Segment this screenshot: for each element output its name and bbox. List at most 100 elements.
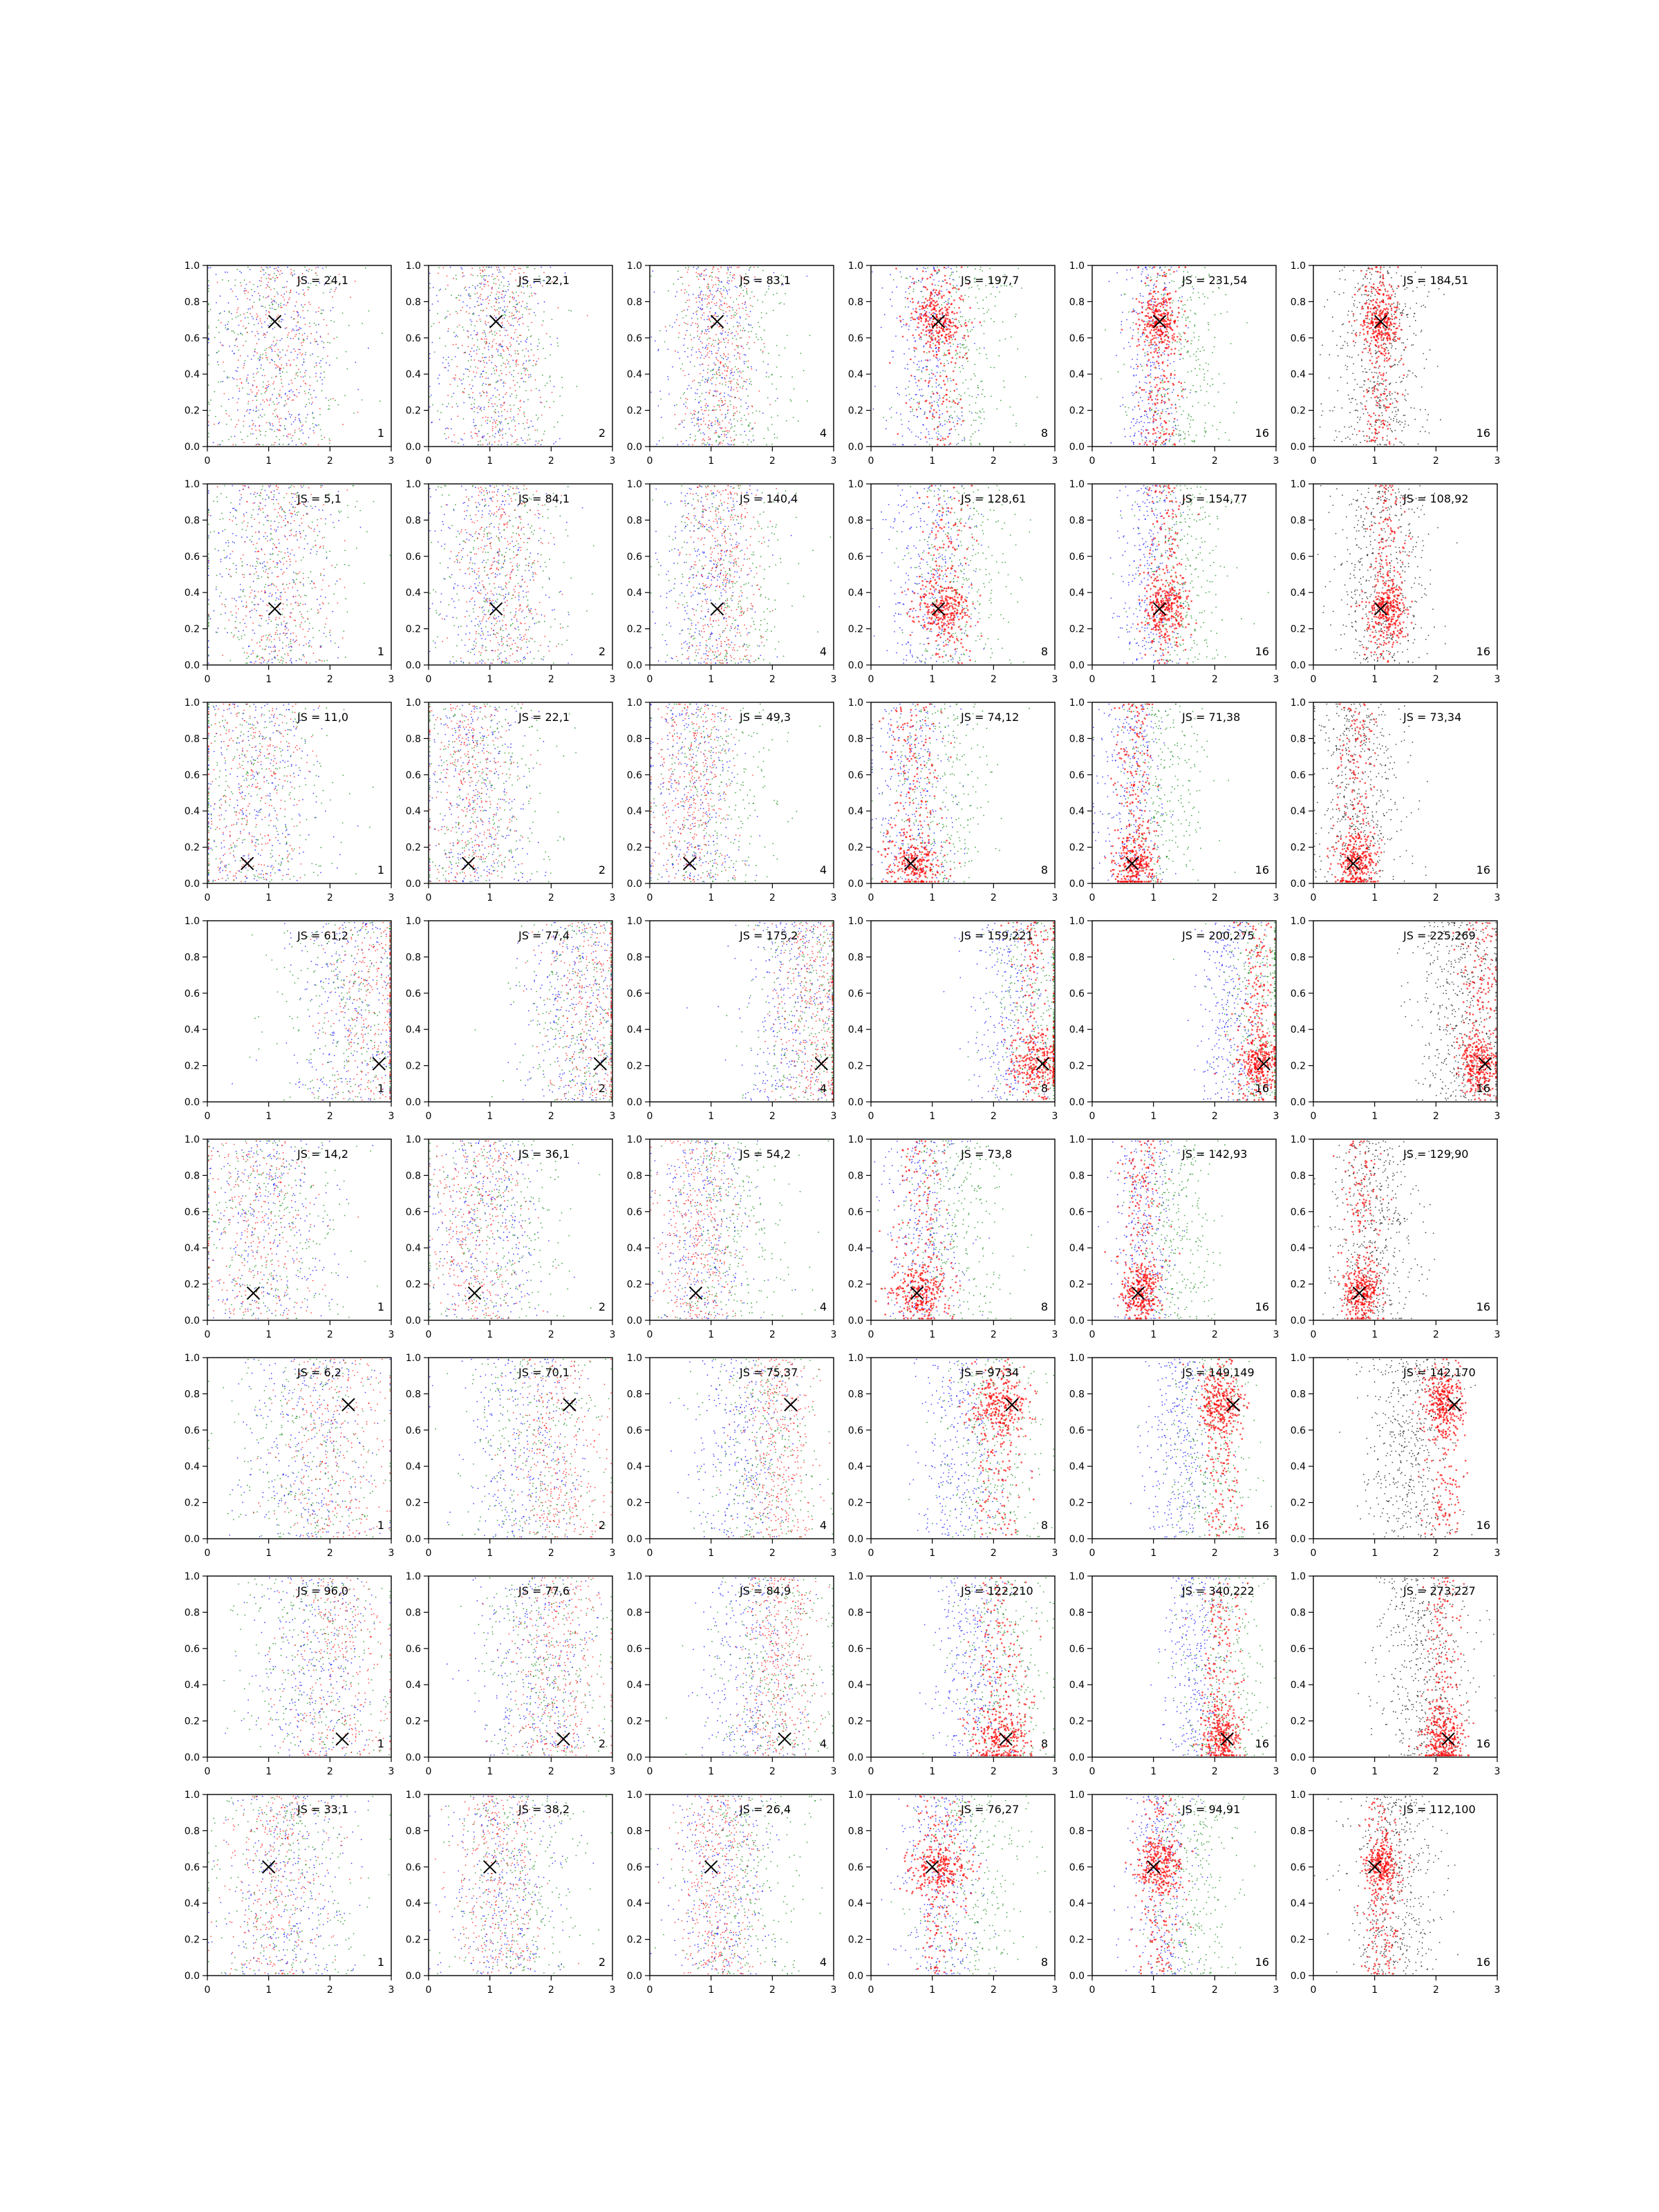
y-tick-label: 1.0	[1069, 479, 1085, 490]
x-tick-label: 3	[831, 1766, 837, 1777]
scatter-points	[1314, 485, 1458, 664]
x-tick-label: 3	[1052, 1329, 1058, 1340]
y-tick-label: 0.4	[406, 1461, 421, 1472]
y-tick-label: 1.0	[406, 261, 421, 272]
axes-frame	[650, 702, 834, 883]
target-marker	[336, 1733, 348, 1745]
y-tick-label: 1.0	[185, 261, 200, 272]
y-tick-label: 1.0	[185, 1571, 200, 1582]
scatter-points	[881, 1795, 1051, 1974]
y-tick-label: 0.8	[1069, 733, 1085, 744]
y-tick-label: 0.2	[406, 624, 421, 635]
y-tick-label: 0.8	[627, 1170, 642, 1181]
y-tick-label: 1.0	[1291, 916, 1306, 927]
x-tick-label: 0	[205, 674, 211, 685]
subplot-r8-c2: 0 1 2 30.00.20.40.60.81.0JS = 38,22	[406, 1790, 616, 1996]
y-tick-label: 0.6	[1069, 552, 1085, 563]
y-tick-label: 0.2	[848, 843, 863, 854]
y-tick-label: 0.6	[1069, 1862, 1085, 1873]
corner-label: 4	[820, 427, 827, 440]
y-tick-label: 0.0	[848, 660, 863, 671]
x-tick-label: 2	[1212, 1985, 1218, 1996]
x-tick-label: 1	[265, 1548, 272, 1559]
y-tick-label: 1.0	[848, 1134, 863, 1145]
y-tick-label: 0.6	[406, 1862, 421, 1873]
axes-frame	[1092, 1794, 1276, 1976]
x-tick-label: 0	[868, 674, 874, 685]
y-tick-label: 0.6	[848, 1207, 863, 1218]
x-tick-label: 2	[1212, 1766, 1218, 1777]
scatter-points	[208, 485, 391, 664]
js-annotation: JS = 61,2	[297, 929, 348, 942]
scatter-points	[1098, 1140, 1226, 1319]
y-tick-label: 0.4	[185, 1898, 200, 1909]
subplot-r1-c2: 0 1 2 30.00.20.40.60.81.0JS = 22,12	[406, 261, 616, 467]
x-tick-label: 0	[868, 1548, 874, 1559]
axes-frame	[1313, 1139, 1497, 1320]
x-tick-label: 3	[831, 674, 837, 685]
x-tick-label: 1	[708, 1329, 714, 1340]
x-tick-label: 2	[327, 456, 333, 467]
x-tick-label: 3	[610, 456, 616, 467]
y-tick-label: 0.2	[185, 843, 200, 854]
subplot-r7-c3: 0 1 2 30.00.20.40.60.81.0JS = 84,94	[627, 1571, 837, 1777]
y-tick-label: 0.4	[406, 1680, 421, 1691]
x-tick-label: 0	[868, 1329, 874, 1340]
y-tick-label: 0.0	[1069, 879, 1085, 890]
y-tick-label: 0.2	[406, 1280, 421, 1291]
y-tick-label: 0.0	[406, 1971, 421, 1982]
y-tick-label: 1.0	[848, 916, 863, 927]
y-tick-label: 0.6	[406, 333, 421, 344]
scatter-points	[1100, 266, 1248, 445]
y-tick-label: 0.4	[185, 1680, 200, 1691]
x-tick-label: 0	[868, 892, 874, 903]
y-tick-label: 0.8	[627, 1607, 642, 1618]
scatter-points	[650, 267, 811, 446]
subplot-r5-c2: 0 1 2 30.00.20.40.60.81.0JS = 36,12	[406, 1134, 616, 1340]
y-tick-label: 0.4	[406, 1024, 421, 1035]
axes-frame	[650, 265, 834, 447]
corner-label: 8	[1041, 1956, 1048, 1969]
target-marker	[263, 1861, 275, 1873]
corner-label: 16	[1255, 1737, 1269, 1750]
y-tick-label: 0.0	[406, 879, 421, 890]
y-tick-label: 0.2	[848, 1061, 863, 1072]
y-tick-label: 0.2	[848, 624, 863, 635]
y-tick-label: 0.8	[1069, 1389, 1085, 1400]
subplot-r6-c3: 0 1 2 30.00.20.40.60.81.0JS = 75,374	[627, 1353, 837, 1559]
y-tick-label: 0.0	[627, 879, 642, 890]
y-tick-label: 0.8	[406, 733, 421, 744]
x-tick-label: 2	[1433, 1766, 1439, 1777]
y-tick-label: 0.8	[627, 297, 642, 308]
axes-frame	[1313, 484, 1497, 665]
y-tick-label: 0.0	[185, 660, 200, 671]
x-tick-label: 0	[205, 1111, 211, 1122]
js-annotation: JS = 108,92	[1403, 492, 1468, 505]
x-tick-label: 1	[929, 1766, 935, 1777]
y-tick-label: 0.4	[627, 588, 642, 599]
x-tick-label: 3	[1052, 1111, 1058, 1122]
x-tick-label: 0	[1311, 1548, 1317, 1559]
scatter-points	[223, 1577, 391, 1756]
js-annotation: JS = 97,34	[960, 1366, 1019, 1379]
y-tick-label: 0.2	[627, 1716, 642, 1727]
corner-label: 16	[1477, 1737, 1490, 1750]
subplot-r1-c4: 0 1 2 30.00.20.40.60.81.0JS = 197,78	[848, 261, 1058, 467]
y-tick-label: 0.2	[406, 843, 421, 854]
y-tick-label: 0.6	[185, 1862, 200, 1873]
y-tick-label: 0.8	[406, 515, 421, 526]
subplot-r6-c4: 0 1 2 30.00.20.40.60.81.0JS = 97,348	[848, 1353, 1058, 1559]
x-tick-label: 3	[1273, 1329, 1280, 1340]
y-tick-label: 0.0	[185, 1315, 200, 1327]
x-tick-label: 0	[426, 456, 432, 467]
js-annotation: JS = 340,222	[1181, 1584, 1255, 1597]
x-tick-label: 0	[1311, 1111, 1317, 1122]
x-tick-label: 3	[1494, 1548, 1501, 1559]
y-tick-label: 0.6	[1069, 1644, 1085, 1655]
